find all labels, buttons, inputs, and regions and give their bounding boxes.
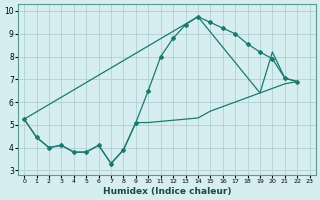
X-axis label: Humidex (Indice chaleur): Humidex (Indice chaleur) (103, 187, 231, 196)
